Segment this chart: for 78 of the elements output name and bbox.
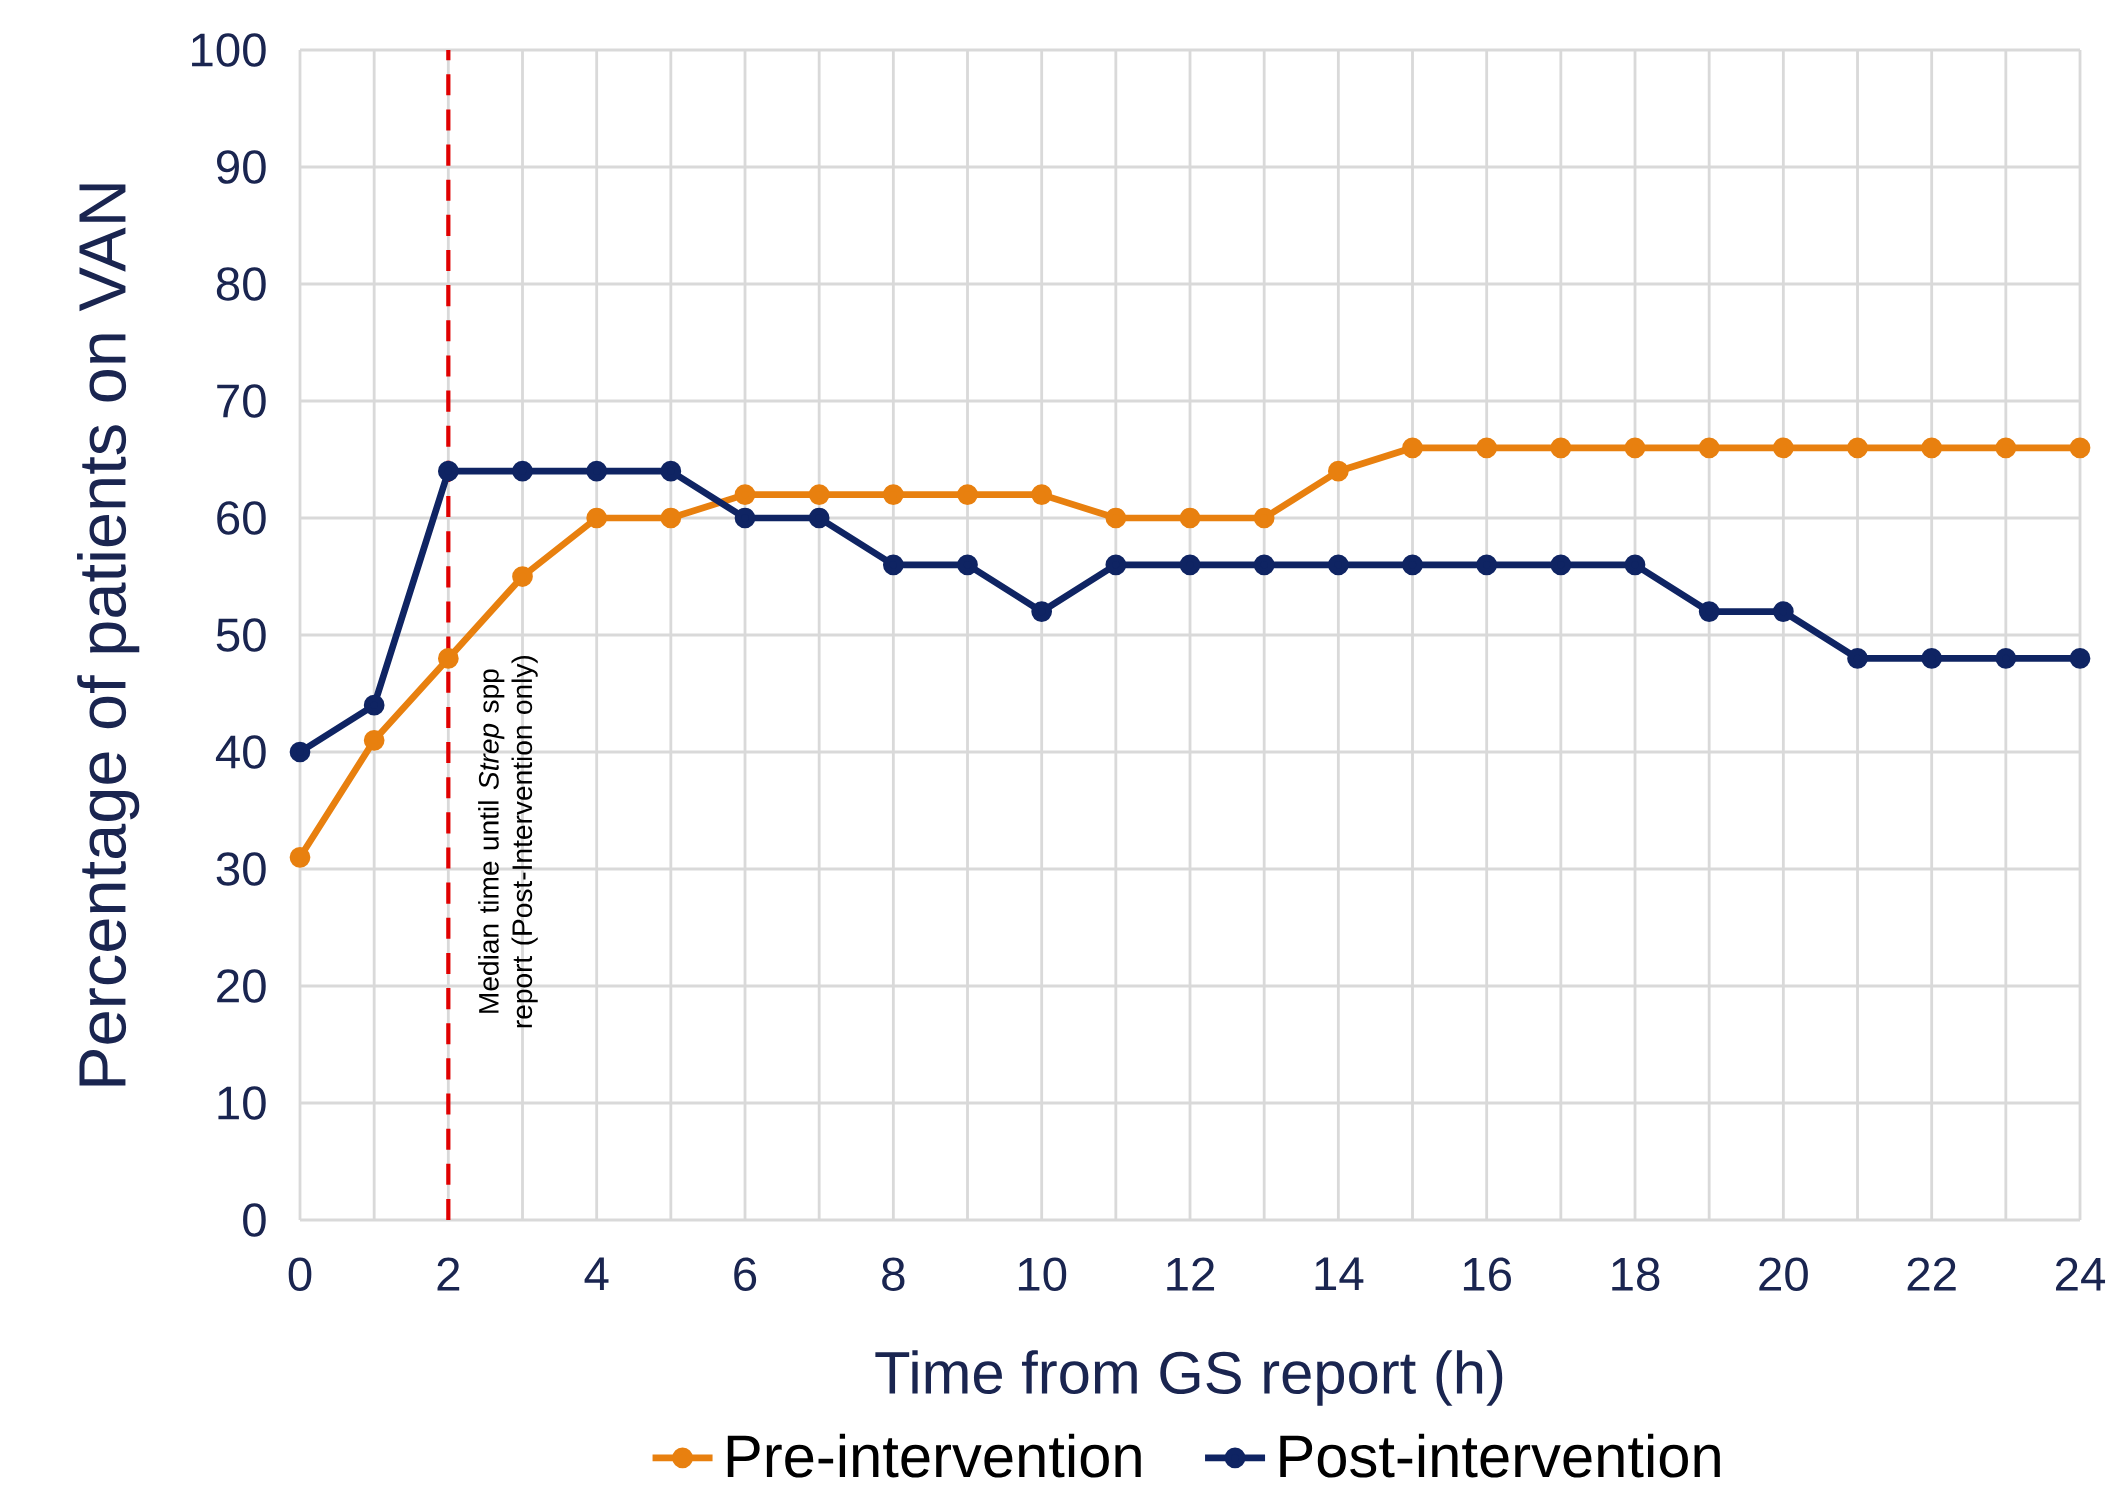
x-tick-label: 2: [437, 1257, 460, 1291]
point: [1847, 648, 1868, 669]
y-tick-label: 100: [192, 33, 266, 67]
point: [586, 507, 608, 529]
y-tick-label: 80: [216, 267, 266, 301]
point: [2069, 648, 2091, 669]
point: [1921, 648, 1943, 669]
point: [289, 741, 311, 763]
x-tick-label: 6: [734, 1257, 757, 1291]
x-tick-label: 14: [1315, 1257, 1364, 1291]
point: [882, 554, 904, 576]
x-tick-label: 12: [1167, 1257, 1215, 1291]
point: [1179, 554, 1201, 576]
point: [1253, 507, 1275, 529]
y-tick-label: 30: [216, 852, 266, 886]
point: [1402, 554, 1423, 576]
point: [1031, 484, 1053, 505]
point: [1476, 437, 1498, 459]
point: [1624, 554, 1646, 576]
point: [437, 648, 459, 669]
y-axis-title: Percentage of patients on VAN: [77, 184, 140, 1086]
point: [1550, 437, 1572, 459]
x-tick-label: 18: [1612, 1257, 1660, 1291]
point: [1105, 507, 1127, 529]
point: [586, 460, 608, 482]
point: [957, 484, 978, 505]
point: [1698, 437, 1720, 459]
y-tick-label: 50: [216, 618, 266, 652]
point: [1847, 437, 1868, 459]
x-tick-label: 8: [882, 1257, 905, 1291]
point: [1105, 554, 1127, 576]
point: [1476, 554, 1498, 576]
y-tick-label: 10: [218, 1086, 266, 1120]
point: [289, 846, 311, 868]
point: [1402, 437, 1423, 459]
point: [1327, 554, 1349, 576]
x-tick-label: 16: [1463, 1257, 1511, 1291]
point: [1772, 437, 1794, 459]
x-tick-label: 4: [584, 1257, 609, 1291]
point: [882, 484, 904, 505]
point: [734, 484, 756, 505]
point: [512, 460, 533, 482]
x-tick-label: 10: [1018, 1257, 1067, 1291]
point: [1624, 437, 1646, 459]
point: [734, 507, 756, 529]
point: [1550, 554, 1572, 576]
point: [660, 460, 682, 482]
x-tick-label: 20: [1759, 1257, 1808, 1291]
x-tick-label: 22: [1907, 1257, 1956, 1291]
x-tick-label: 24: [2055, 1257, 2106, 1291]
point: [1253, 554, 1275, 576]
point: [1327, 460, 1349, 482]
point: [512, 566, 533, 587]
y-tick-label: 20: [217, 969, 266, 1003]
point: [957, 554, 978, 576]
point: [1772, 601, 1794, 622]
point: [1031, 601, 1053, 622]
x-tick-label: 0: [288, 1257, 312, 1291]
point: [363, 729, 385, 751]
point: [1179, 507, 1201, 529]
point: [363, 694, 385, 716]
legend-label: Pre-intervention: [727, 1433, 1141, 1478]
point: [2069, 437, 2091, 459]
legend-label: Post-intervention: [1280, 1433, 1720, 1478]
point: [1921, 437, 1943, 459]
point: [808, 484, 830, 505]
point: [808, 507, 830, 529]
y-tick-label: 90: [217, 150, 266, 184]
point: [660, 507, 682, 529]
y-tick-label: 40: [215, 735, 266, 769]
point: [1698, 601, 1720, 622]
y-tick-label: 70: [217, 384, 266, 418]
x-axis-title: Time from GS report (h): [875, 1350, 1503, 1406]
y-tick-label: 60: [217, 501, 266, 535]
y-tick-label: 0: [243, 1203, 266, 1237]
point: [437, 460, 459, 482]
point: [1995, 437, 2017, 459]
point: [1995, 648, 2017, 669]
